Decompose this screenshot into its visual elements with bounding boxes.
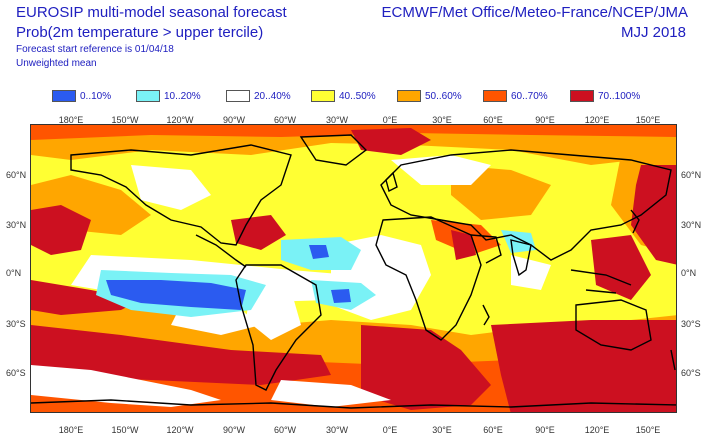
longitude-label-bottom: 90°W [222,425,246,435]
longitude-label: 30°E [432,115,452,125]
forecast-start-text: Forecast start reference is 01/04/18 [16,44,174,55]
longitude-label-bottom: 60°W [273,425,297,435]
legend-item: 40..50% [311,89,376,103]
longitude-label: 60°E [483,115,503,125]
legend-swatch [311,90,335,102]
legend-item: 20..40% [226,89,291,103]
longitude-label-bottom: 150°E [635,425,661,435]
longitude-label: 0°E [382,115,398,125]
longitude-label-bottom: 30°W [325,425,349,435]
legend-swatch [483,90,507,102]
legend-label: 20..40% [254,90,291,102]
legend-label: 60..70% [511,90,548,102]
latitude-label-right: 60°N [681,170,702,180]
longitude-label: 150°E [635,115,661,125]
longitude-label-bottom: 0°E [382,425,398,435]
longitude-label: 120°W [166,115,194,125]
band-0-10 [106,245,351,310]
legend-item: 0..10% [52,89,111,103]
legend-label: 10..20% [164,90,201,102]
title-line-1: EUROSIP multi-model seasonal forecast [16,4,287,21]
longitude-label-bottom: 180°E [58,425,84,435]
latitude-label: 60°N [6,170,27,180]
legend-item: 70..100% [570,89,640,103]
latitude-label-right: 30°S [681,319,701,329]
longitude-label-bottom: 120°W [166,425,194,435]
legend-item: 60..70% [483,89,548,103]
legend-swatch [226,90,250,102]
centres-title: ECMWF/Met Office/Meteo-France/NCEP/JMA [381,4,688,21]
map-canvas [31,125,676,412]
legend-label: 0..10% [80,90,112,102]
legend-swatch [570,90,594,102]
latitude-label: 60°S [6,368,26,378]
longitude-label: 90°W [222,115,246,125]
latitude-label: 30°N [6,220,27,230]
legend-label: 50..60% [425,90,462,102]
longitude-label: 90°E [535,115,555,125]
legend-swatch [52,90,76,102]
longitude-label: 180°E [58,115,84,125]
longitude-label: 120°E [584,115,610,125]
weighting-text: Unweighted mean [16,58,97,69]
legend-item: 10..20% [136,89,201,103]
latitude-label-right: 60°S [681,368,701,378]
probability-legend: 0..10% 10..20% 20..40% 40..50% 50..60% 6… [52,89,672,103]
longitude-label-bottom: 90°E [535,425,555,435]
legend-item: 50..60% [397,89,462,103]
legend-swatch [397,90,421,102]
latitude-label-right: 0°N [681,268,697,278]
legend-label: 40..50% [339,90,376,102]
longitude-label-bottom: 150°W [111,425,139,435]
season-title: MJJ 2018 [620,24,686,41]
longitude-label: 60°W [273,115,297,125]
longitude-label: 30°W [325,115,349,125]
coastlines [31,134,676,409]
legend-label: 70..100% [598,90,641,102]
longitude-label-bottom: 30°E [432,425,452,435]
longitude-label-bottom: 120°E [584,425,610,435]
legend-swatch [136,90,160,102]
latitude-label-right: 30°N [681,220,702,230]
latitude-label: 30°S [6,319,26,329]
title-line-2: Prob(2m temperature > upper tercile) [16,24,264,41]
latitude-label: 0°N [6,268,22,278]
longitude-label: 150°W [111,115,139,125]
probability-map [30,124,677,413]
band-70-100 [31,128,676,412]
longitude-label-bottom: 60°E [483,425,503,435]
